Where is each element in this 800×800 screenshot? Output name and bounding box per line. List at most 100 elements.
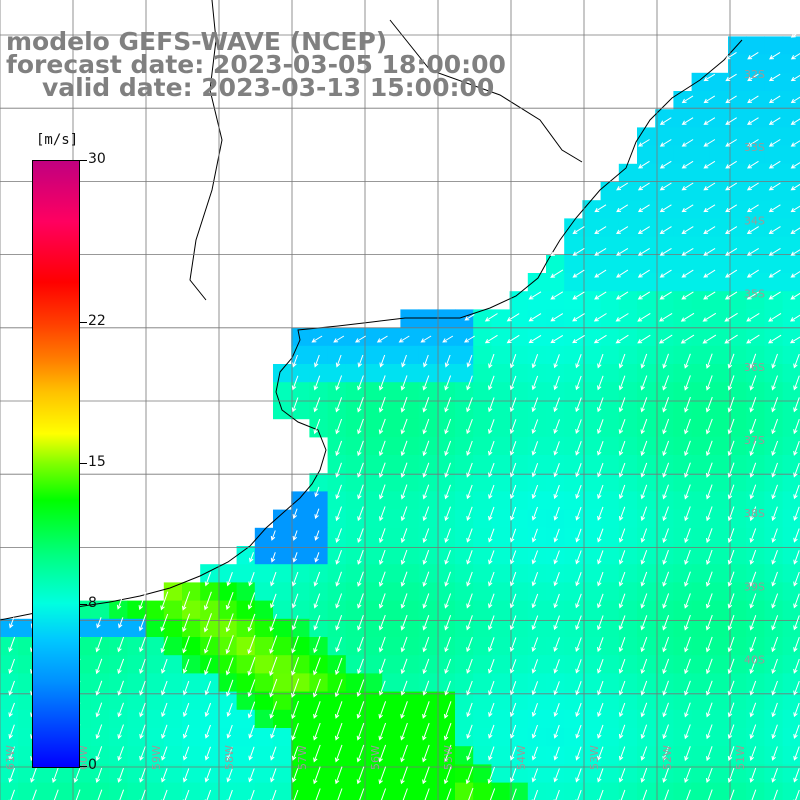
wind-arrow	[790, 140, 800, 147]
wind-arrow	[117, 746, 124, 761]
wind-arrow	[662, 549, 669, 565]
wind-arrow	[553, 419, 560, 434]
wind-arrow	[618, 419, 626, 435]
wind-cell	[91, 782, 110, 800]
wind-arrow	[768, 291, 781, 300]
wind-cell	[400, 436, 420, 456]
wind-arrow	[793, 637, 800, 653]
wind-arrow	[684, 440, 691, 457]
wind-cell	[600, 673, 620, 693]
wind-arrow	[422, 636, 430, 653]
wind-cell	[637, 327, 656, 347]
wind-arrow	[746, 334, 760, 344]
wind-arrow	[247, 679, 256, 698]
wind-arrow	[466, 615, 473, 631]
wind-arrow	[269, 656, 278, 677]
wind-cell	[455, 364, 474, 383]
wind-cell	[728, 491, 747, 511]
colorbar-tick-label: 30	[88, 151, 106, 167]
wind-cell	[236, 600, 256, 620]
wind-arrow	[637, 182, 650, 191]
wind-cell	[709, 400, 729, 420]
wind-arrow	[357, 418, 364, 435]
wind-cell	[345, 527, 365, 547]
wind-arrow	[615, 247, 629, 256]
wind-cell	[400, 327, 420, 347]
wind-cell	[364, 600, 383, 620]
wind-cell	[691, 345, 711, 365]
wind-cell	[455, 309, 474, 329]
wind-cell	[163, 728, 183, 747]
wind-arrow	[509, 375, 517, 391]
wind-cell	[273, 709, 292, 729]
wind-cell	[473, 691, 492, 711]
wind-arrow	[204, 789, 212, 800]
wind-cell	[91, 637, 110, 656]
wind-cell	[637, 436, 656, 456]
wind-arrow	[640, 702, 648, 718]
wind-arrow	[793, 680, 800, 696]
wind-cell	[637, 637, 656, 656]
wind-cell	[637, 127, 656, 147]
wind-cell	[509, 546, 529, 565]
wind-cell	[709, 309, 729, 329]
wind-cell	[309, 364, 329, 383]
wind-cell	[273, 582, 292, 602]
wind-arrow	[313, 636, 321, 654]
wind-cell	[254, 618, 274, 638]
wind-cell	[782, 673, 800, 693]
longitude-label: 57W	[296, 745, 309, 770]
wind-cell	[109, 673, 128, 693]
wind-cell	[618, 200, 638, 219]
country-border	[189, 0, 223, 301]
wind-arrow	[357, 375, 364, 391]
wind-arrow	[531, 550, 539, 565]
wind-cell	[327, 564, 347, 583]
wind-arrow	[116, 592, 125, 610]
wind-arrow	[139, 680, 146, 696]
wind-arrow	[378, 375, 386, 391]
wind-arrow	[793, 789, 800, 800]
wind-arrow	[531, 637, 539, 652]
wind-arrow	[466, 593, 473, 609]
wind-arrow	[466, 637, 473, 653]
wind-arrow	[313, 744, 321, 763]
wind-arrow	[402, 788, 408, 800]
wind-cell	[618, 728, 638, 747]
wind-cell	[764, 145, 784, 165]
wind-cell	[709, 382, 729, 401]
wind-cell	[527, 582, 547, 602]
wind-cell	[345, 327, 365, 347]
wind-arrow	[790, 227, 800, 234]
wind-cell	[764, 709, 784, 729]
wind-cell	[400, 582, 420, 602]
latitude-label: 36S	[744, 361, 765, 374]
wind-arrow	[638, 139, 650, 147]
wind-arrow	[531, 746, 538, 761]
wind-cell	[546, 600, 565, 620]
wind-arrow	[444, 680, 451, 696]
wind-arrow	[95, 658, 103, 675]
wind-cell	[600, 291, 620, 310]
wind-arrow	[95, 702, 103, 718]
longitude-label: 55W	[442, 745, 455, 770]
wind-arrow	[466, 462, 473, 478]
wind-cell	[600, 691, 620, 711]
wind-cell	[291, 400, 310, 420]
wind-cell	[618, 382, 638, 401]
wind-arrow	[771, 484, 778, 500]
wind-cell	[127, 746, 147, 765]
wind-arrow	[572, 334, 585, 344]
wind-cell	[582, 527, 602, 547]
wind-arrow	[335, 375, 343, 391]
wind-cell	[618, 546, 638, 565]
wind-cell	[455, 491, 474, 511]
wind-arrow	[96, 617, 102, 629]
wind-arrow	[465, 766, 474, 785]
wind-cell	[764, 182, 784, 201]
wind-arrow	[291, 678, 300, 698]
wind-arrow	[618, 724, 626, 739]
wind-arrow	[488, 637, 495, 653]
wind-arrow	[314, 552, 320, 563]
wind-cell	[473, 618, 492, 638]
